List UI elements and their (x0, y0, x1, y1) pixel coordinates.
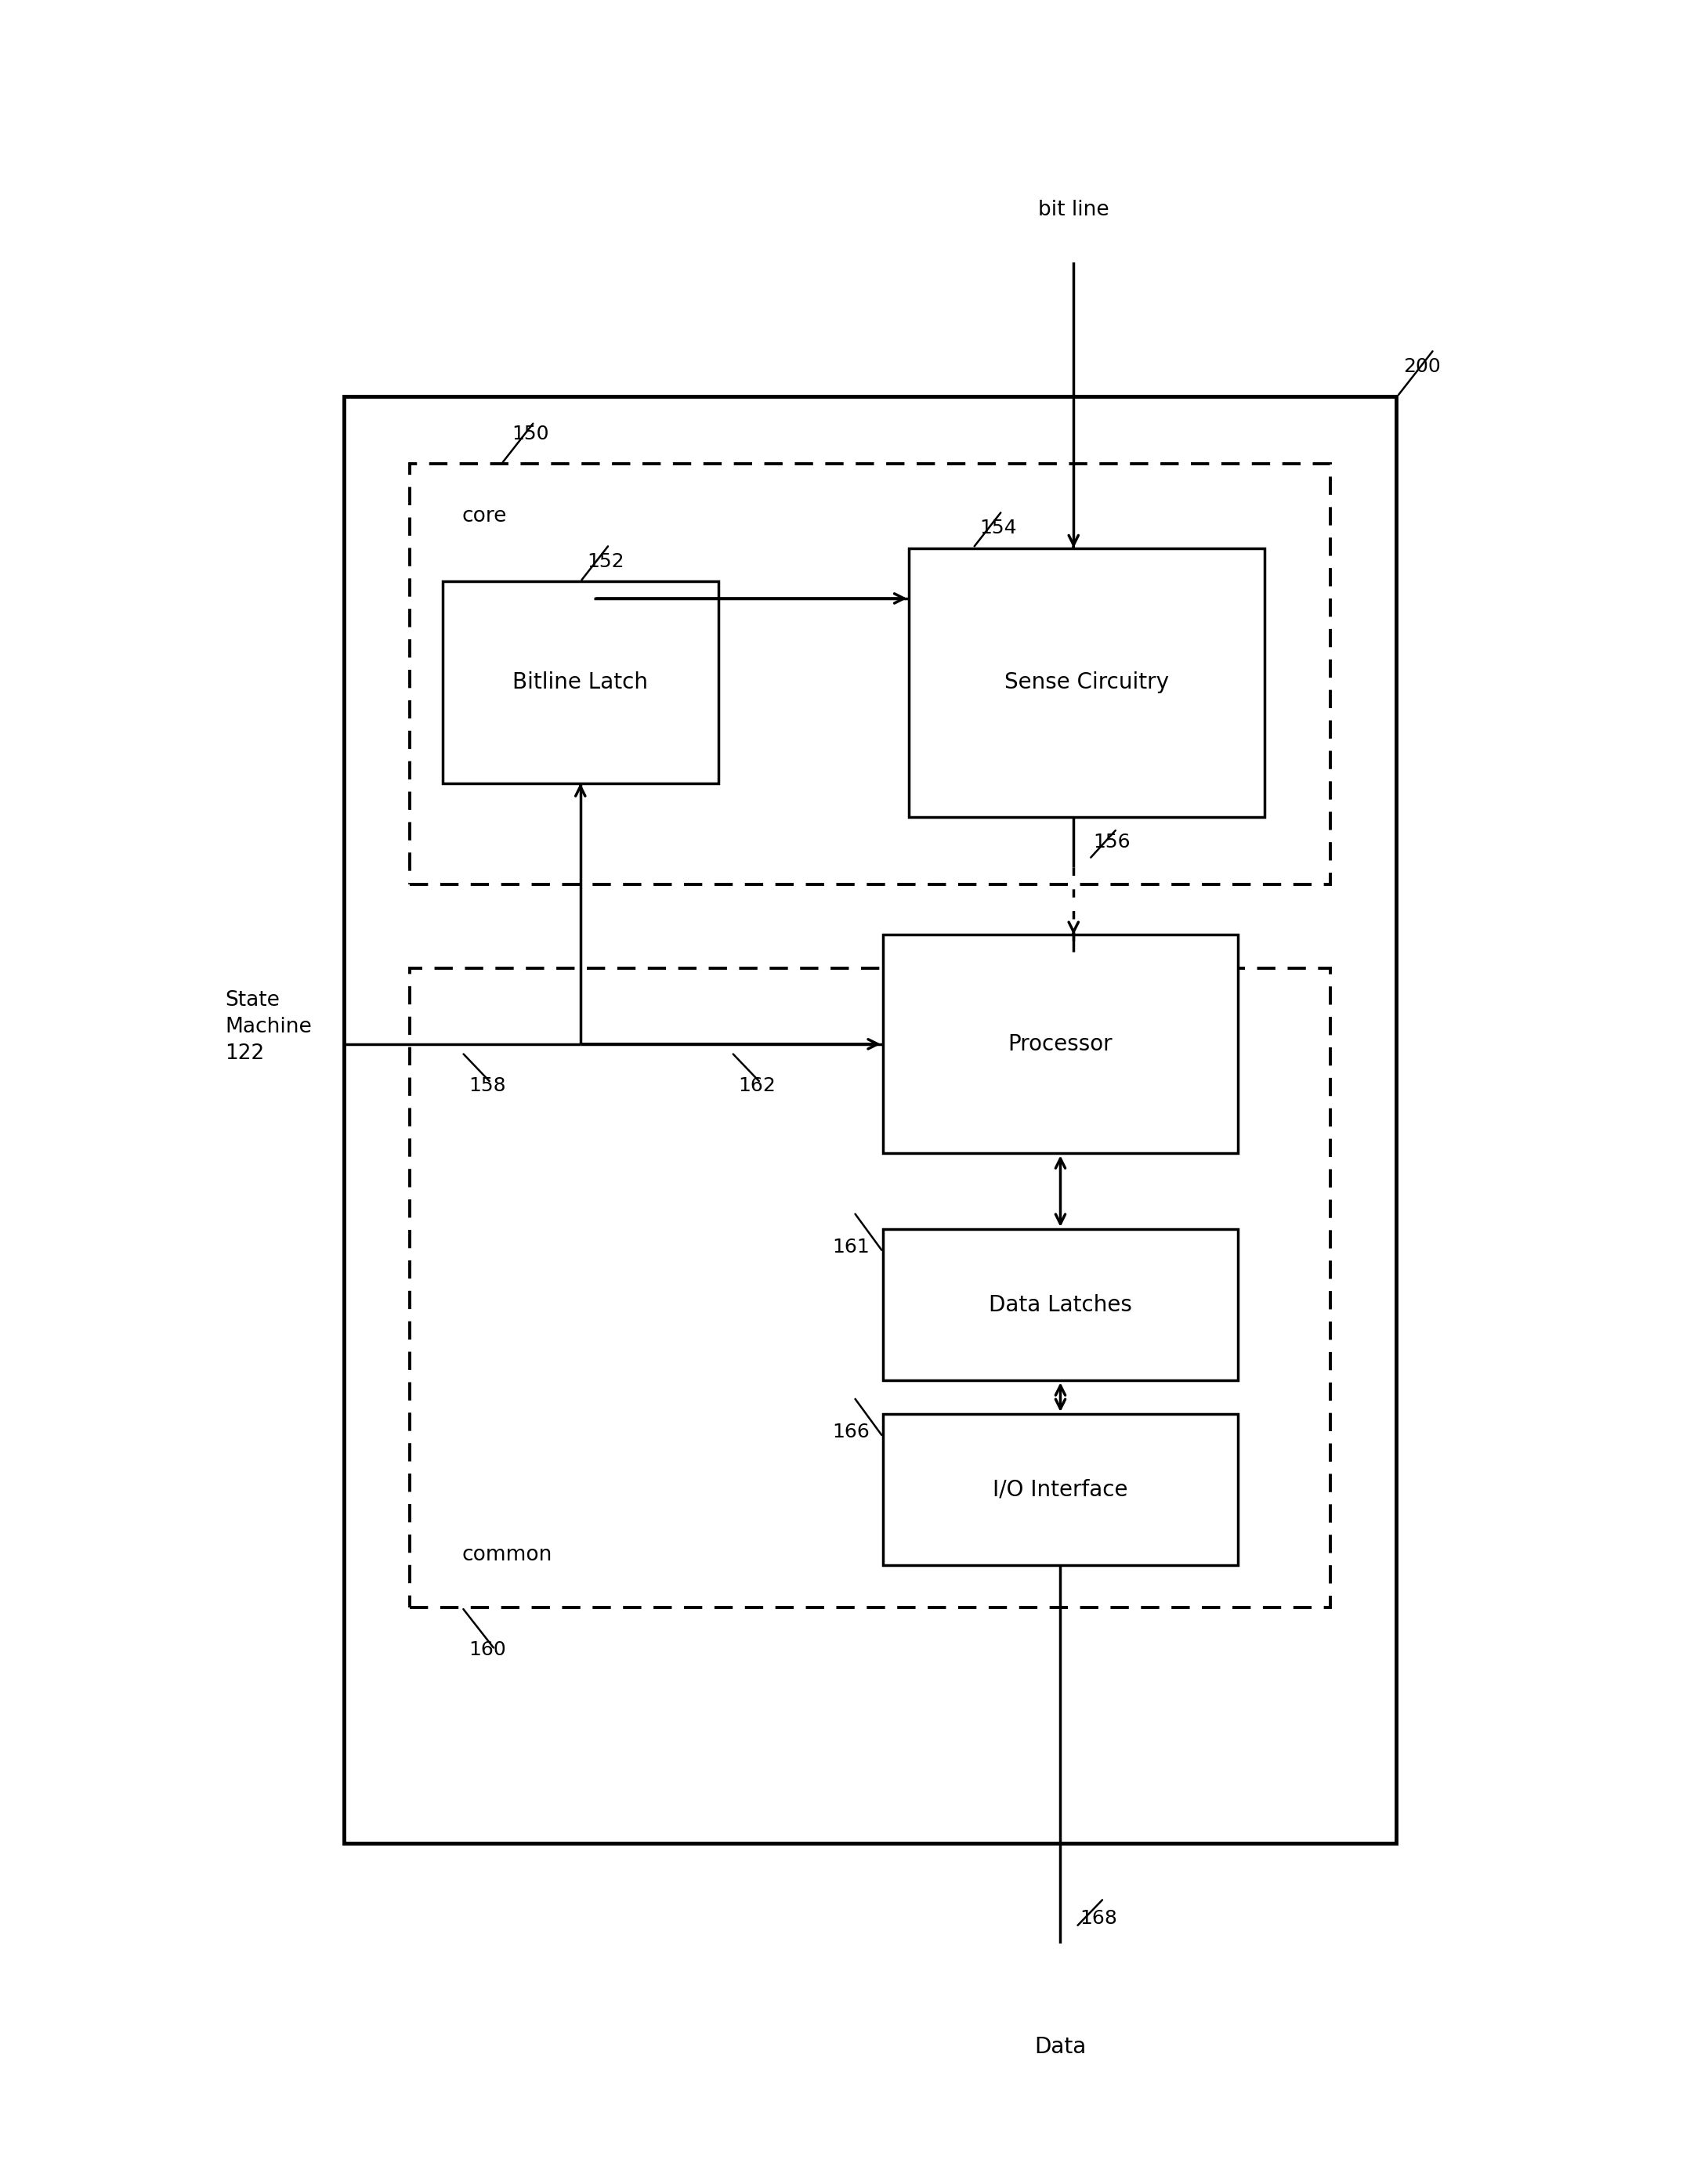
Bar (409, 968, 1330, 1607)
Text: 160: 160 (468, 1640, 506, 1660)
Text: Data Latches: Data Latches (989, 1293, 1132, 1315)
Text: 150: 150 (512, 424, 550, 443)
Bar (882, 1413, 1237, 1566)
Text: bit line: bit line (1039, 199, 1110, 221)
Bar (882, 935, 1237, 1153)
Text: 158: 158 (468, 1077, 506, 1096)
Text: 168: 168 (1081, 1909, 1118, 1928)
Text: 152: 152 (587, 553, 624, 570)
Text: 200: 200 (1403, 356, 1441, 376)
Text: 156: 156 (1093, 832, 1130, 852)
Text: 166: 166 (832, 1422, 869, 1441)
Bar (409, 463, 1330, 885)
Text: Data: Data (1035, 2035, 1086, 2057)
Text: State
Machine
122: State Machine 122 (226, 989, 312, 1064)
Bar (343, 397, 1395, 1843)
Text: Bitline Latch: Bitline Latch (512, 670, 648, 695)
Bar (882, 1230, 1237, 1380)
Bar (910, 548, 1264, 817)
Text: 161: 161 (832, 1238, 869, 1256)
Text: I/O Interface: I/O Interface (993, 1479, 1129, 1500)
Text: Processor: Processor (1008, 1033, 1113, 1055)
Text: common: common (462, 1544, 553, 1566)
Text: Sense Circuitry: Sense Circuitry (1005, 670, 1169, 695)
Text: 154: 154 (979, 518, 1017, 537)
Bar (443, 581, 718, 784)
Text: 162: 162 (738, 1077, 776, 1096)
Text: core: core (462, 507, 507, 526)
